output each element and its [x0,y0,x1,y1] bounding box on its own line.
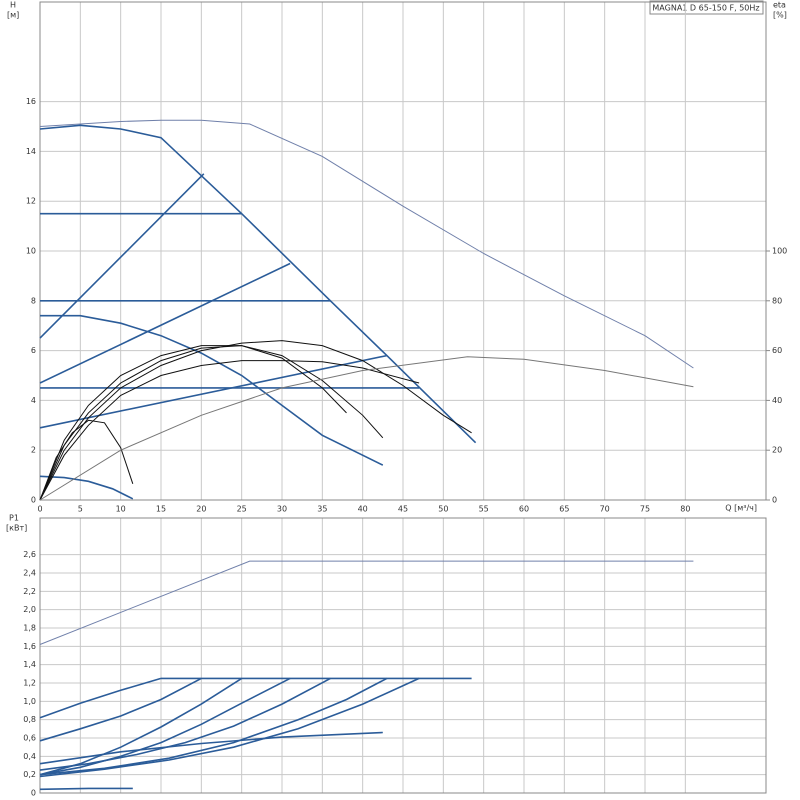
curve [39,356,694,501]
x-tick-label: 30 [277,505,287,514]
y-tick-label: 14 [26,147,36,156]
y-tick-label: 0,8 [23,715,36,724]
y-tick-label: 2,6 [23,550,36,559]
y-tick-label: 1,8 [23,624,36,633]
curve [39,677,291,776]
y-tick-label: 0,2 [23,770,36,779]
y-tick-label: 0 [31,496,36,505]
curve [39,119,694,369]
y2-tick-label: 40 [772,396,782,405]
plot-frame [39,1,767,501]
y-tick-label: 2,0 [23,605,36,614]
curve [39,731,383,765]
curve [39,262,291,384]
chart-title: MAGNA1 D 65-150 F, 50Hz [652,4,759,13]
y-tick-label: 2,4 [23,569,36,578]
curve [39,677,162,719]
plot-frame [39,517,767,794]
x-tick-label: 75 [640,505,650,514]
y2-tick-label: 80 [772,296,782,305]
curve [39,677,420,778]
x-label: Q [м³/ч] [725,504,757,513]
curve [39,354,388,429]
curve [39,677,202,742]
curve [39,560,694,645]
y-tick-label: 1,4 [23,660,36,669]
curve [39,787,133,791]
x-tick-label: 80 [680,505,690,514]
y-tick-label: 0,4 [23,752,36,761]
x-tick-label: 15 [156,505,166,514]
x-tick-label: 40 [358,505,368,514]
curve [40,314,384,466]
y-tick-label: 1,6 [23,642,36,651]
y-tick-label: 10 [26,247,36,256]
y-unit: [кВт] [6,524,27,533]
y-unit: [м] [7,11,19,20]
y-label: H [10,1,16,10]
y-tick-label: 2,2 [23,587,36,596]
y2-tick-label: 20 [772,446,782,455]
curve [39,360,420,501]
y-tick-label: 8 [31,296,36,305]
curve [39,345,384,501]
y2-tick-label: 0 [772,496,777,505]
x-tick-label: 70 [600,505,610,514]
y-tick-label: 1,0 [23,697,36,706]
x-tick-label: 25 [237,505,247,514]
x-tick-label: 45 [398,505,408,514]
y-tick-label: 12 [26,197,36,206]
x-tick-label: 35 [317,505,327,514]
legend-box [649,0,764,15]
y-tick-label: 6 [31,346,36,355]
y-tick-label: 0 [31,789,36,798]
x-tick-label: 5 [78,505,83,514]
y2-tick-label: 60 [772,346,782,355]
curve [39,345,347,501]
y-tick-label: 0,6 [23,734,36,743]
y-tick-label: 16 [26,97,36,106]
curve [39,677,388,776]
x-tick-label: 60 [519,505,529,514]
y-tick-label: 1,2 [23,679,36,688]
y2-tick-label: 100 [772,247,787,256]
curve [39,173,205,339]
y-tick-label: 4 [31,396,36,405]
x-tick-label: 55 [479,505,489,514]
x-tick-label: 20 [196,505,206,514]
y-label: P1 [9,514,19,523]
x-tick-label: 65 [559,505,569,514]
curve [39,475,134,500]
x-tick-label: 50 [438,505,448,514]
y-tick-label: 2 [31,446,36,455]
y2-unit: [%] [773,11,787,20]
curve [39,124,477,444]
x-tick-label: 0 [37,505,42,514]
x-tick-label: 10 [116,505,126,514]
curve [39,419,134,501]
curve [39,677,331,771]
curve [39,340,472,501]
curve [39,677,243,776]
y2-label: eta [773,1,786,10]
